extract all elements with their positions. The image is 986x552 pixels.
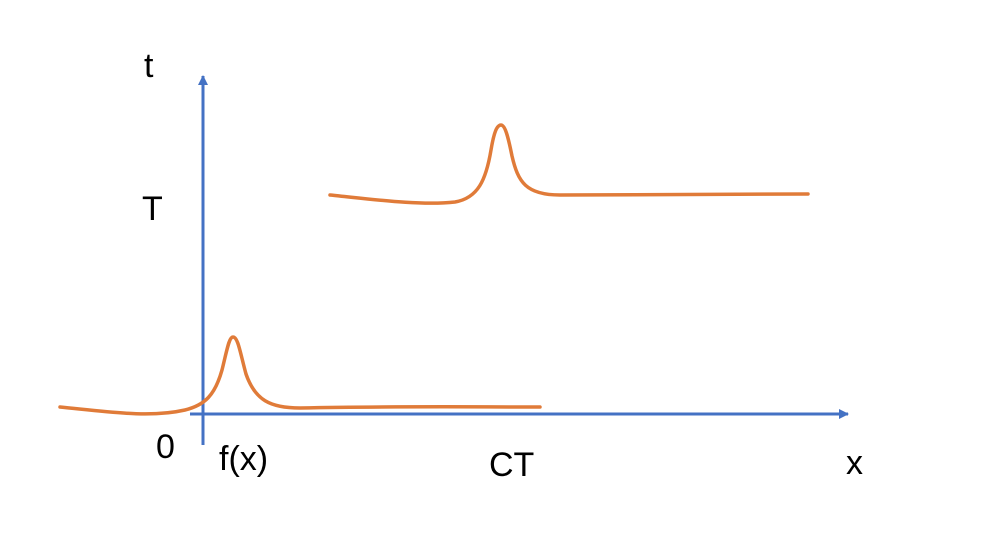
- pulse-curve-shifted: [330, 125, 808, 203]
- origin-label: 0: [156, 428, 175, 466]
- x-axis-label: x: [846, 444, 863, 482]
- T-level-label: T: [142, 190, 163, 228]
- pulse-curve-initial: [60, 337, 540, 414]
- function-label: f(x): [219, 440, 268, 478]
- t-axis-label: t: [144, 47, 154, 85]
- shift-distance-label: CT: [489, 446, 534, 484]
